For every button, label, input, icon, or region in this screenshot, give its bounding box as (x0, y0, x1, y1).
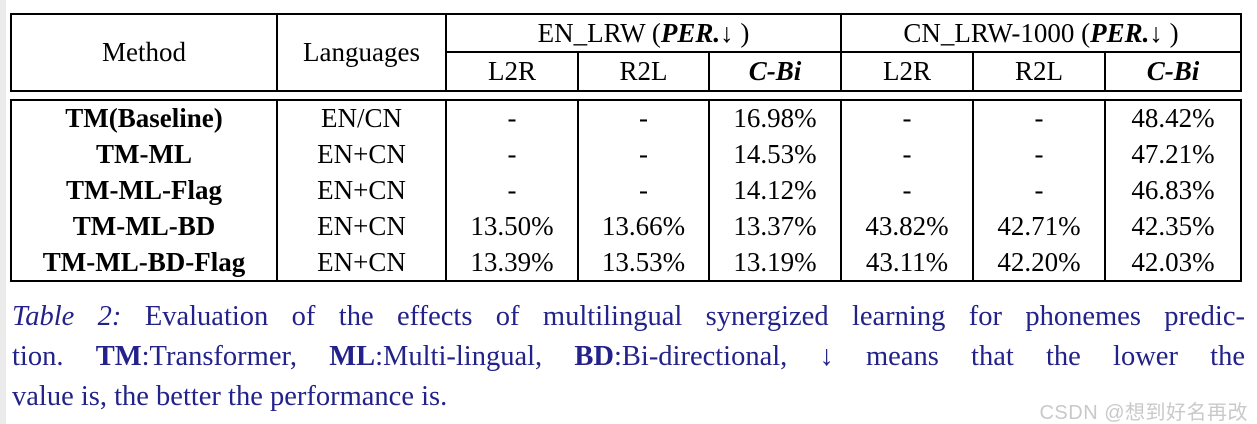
col-header-method: Method (12, 15, 278, 90)
subcol-header-cn-l2r: L2R (842, 53, 974, 90)
value-cell: - (447, 101, 579, 137)
value-cell: 16.98% (710, 101, 842, 137)
value-cell: - (579, 136, 710, 173)
group-title-prefix: CN_LRW-1000 ( (903, 17, 1091, 48)
caption-text: :Bi-directional, ↓ means that the lower … (613, 341, 1245, 372)
languages-cell: EN+CN (278, 244, 447, 280)
value-cell: - (974, 101, 1106, 137)
group-title-suffix: ↓ ) (1149, 17, 1179, 48)
subcol-header-en-l2r: L2R (447, 53, 579, 90)
languages-cell: EN+CN (278, 208, 447, 245)
value-cell: 42.03% (1131, 246, 1215, 277)
languages-cell: EN/CN (278, 101, 447, 137)
group-header-cn-lrw-1000: CN_LRW-1000 (PER. ↓ ) (842, 15, 1240, 53)
value-cell: 14.12% (710, 172, 842, 209)
left-edge-strip (0, 0, 6, 424)
table-caption: Table 2: Evaluation of the effects of mu… (12, 297, 1245, 417)
method-cell: TM-ML-BD-Flag (12, 244, 278, 280)
value-cell: 13.37% (710, 208, 842, 245)
col-header-languages: Languages (278, 15, 447, 90)
value-cell: 14.53% (710, 136, 842, 173)
caption-line-2: tion. TM:Transformer, ML:Multi-lingual, … (12, 337, 1245, 377)
method-cell: TM-ML-Flag (12, 172, 278, 209)
caption-line-3: value is, the better the performance is. (12, 381, 448, 412)
value-cell: 43.11% (842, 244, 974, 280)
table-header: Method Languages EN_LRW (PER. ↓ ) CN_LRW… (10, 13, 1242, 92)
caption-abbrev-bd: BD (574, 341, 614, 372)
languages-cell: EN+CN (278, 136, 447, 173)
caption-abbrev-tm: TM (95, 341, 142, 372)
languages-cell: EN+CN (278, 172, 447, 209)
group-header-en-lrw: EN_LRW (PER. ↓ ) (447, 15, 842, 53)
value-cell: 13.66% (579, 208, 710, 245)
metric-label: PER. (1090, 17, 1150, 48)
value-cell: 13.19% (710, 244, 842, 280)
group-title-suffix: ↓ ) (720, 17, 750, 48)
caption-text: :Multi-lingual, (375, 341, 575, 372)
value-cell: - (974, 172, 1106, 209)
caption-text: :Transformer, (141, 341, 330, 372)
value-cell: - (842, 136, 974, 173)
caption-abbrev-ml: ML (329, 341, 376, 372)
value-cell: - (447, 136, 579, 173)
value-cell: - (974, 136, 1106, 173)
caption-line-1: Table 2: Evaluation of the effects of mu… (12, 297, 1245, 337)
method-cell: TM(Baseline) (12, 101, 278, 137)
caption-table-label: Table 2: (12, 301, 122, 332)
value-cell: 43.82% (842, 208, 974, 245)
metric-label: PER. (660, 17, 721, 48)
value-cell: 48.42% (1131, 103, 1215, 134)
subcol-header-cn-r2l: R2L (974, 53, 1106, 90)
caption-text: tion. (12, 341, 96, 372)
value-cell: - (579, 101, 710, 137)
method-cell: TM-ML-BD (12, 208, 278, 245)
value-cell: - (842, 101, 974, 137)
subcol-header-cn-cbi: C-Bi (1146, 56, 1200, 86)
value-cell: - (842, 172, 974, 209)
results-table: Method Languages EN_LRW (PER. ↓ ) CN_LRW… (10, 13, 1242, 282)
value-cell: 13.53% (579, 244, 710, 280)
subcol-header-en-cbi: C-Bi (710, 53, 842, 90)
table-body: TM(Baseline) EN/CN - - 16.98% - - 48.42%… (10, 99, 1242, 282)
value-cell: 42.20% (974, 244, 1106, 280)
caption-text: Evaluation of the effects of multilingua… (121, 301, 1245, 332)
csdn-watermark: CSDN @想到好名再改 (1039, 402, 1248, 424)
value-cell: 13.50% (447, 208, 579, 245)
value-cell: 13.39% (447, 244, 579, 280)
value-cell: 42.35% (1131, 210, 1215, 241)
subcol-header-en-r2l: R2L (579, 53, 710, 90)
value-cell: - (579, 172, 710, 209)
value-cell: 42.71% (974, 208, 1106, 245)
method-cell: TM-ML (12, 136, 278, 173)
value-cell: 47.21% (1131, 139, 1215, 170)
value-cell: - (447, 172, 579, 209)
group-title-prefix: EN_LRW ( (537, 17, 661, 48)
value-cell: 46.83% (1131, 174, 1215, 205)
